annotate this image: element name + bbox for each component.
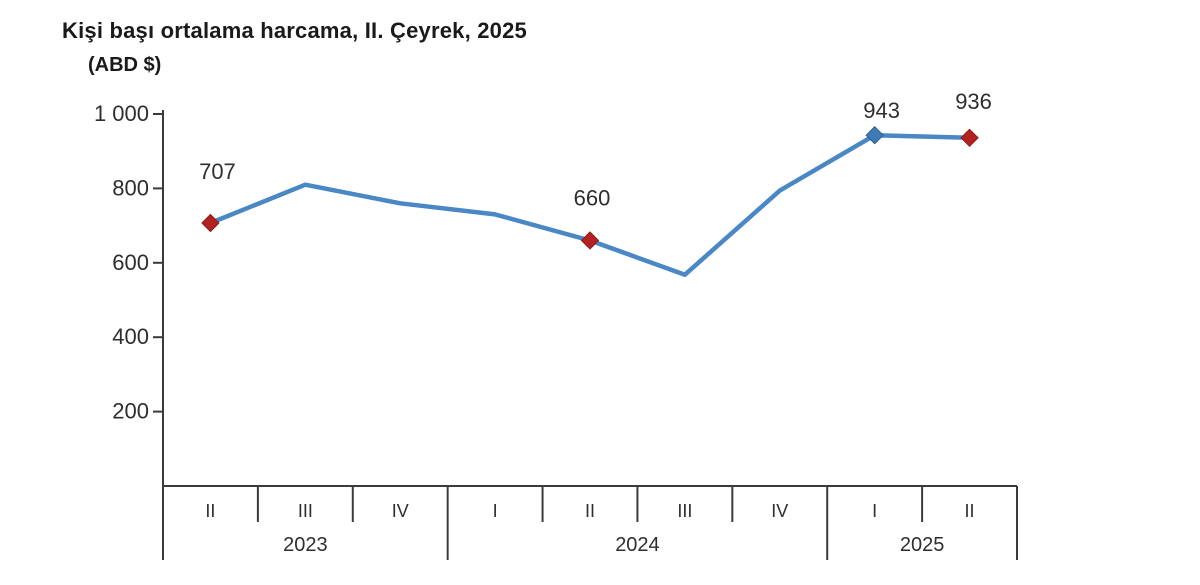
y-axis-tick-label: 200	[112, 399, 149, 424]
quarter-tick-label: II	[205, 501, 215, 521]
year-label: 2024	[615, 534, 660, 556]
quarter-tick-label: IV	[771, 501, 788, 521]
quarter-tick-label: III	[298, 501, 313, 521]
y-axis-unit-label: (ABD $)	[88, 54, 162, 76]
quarter-tick-label: III	[677, 501, 692, 521]
data-point-label: 936	[955, 89, 992, 114]
y-axis-tick-label: 800	[112, 175, 149, 200]
data-point-marker	[960, 128, 979, 148]
year-label: 2025	[900, 534, 945, 556]
y-axis-tick-label: 1 000	[94, 101, 149, 126]
quarter-tick-label: I	[872, 501, 877, 521]
data-point-marker	[580, 231, 600, 250]
y-axis-tick-label: 600	[112, 250, 149, 275]
data-point-label: 943	[863, 98, 900, 123]
data-point-label: 707	[199, 159, 236, 184]
data-point-label: 660	[574, 185, 611, 210]
quarter-tick-label: IV	[392, 501, 409, 521]
data-point-marker	[865, 125, 884, 145]
y-axis-tick-label: 400	[112, 324, 149, 349]
data-point-marker	[201, 213, 220, 233]
chart-title: Kişi başı ortalama harcama, II. Çeyrek, …	[62, 18, 527, 43]
year-label: 2023	[283, 534, 328, 556]
quarter-tick-label: II	[965, 501, 975, 521]
quarter-tick-label: II	[585, 501, 595, 521]
quarter-tick-label: I	[493, 501, 498, 521]
